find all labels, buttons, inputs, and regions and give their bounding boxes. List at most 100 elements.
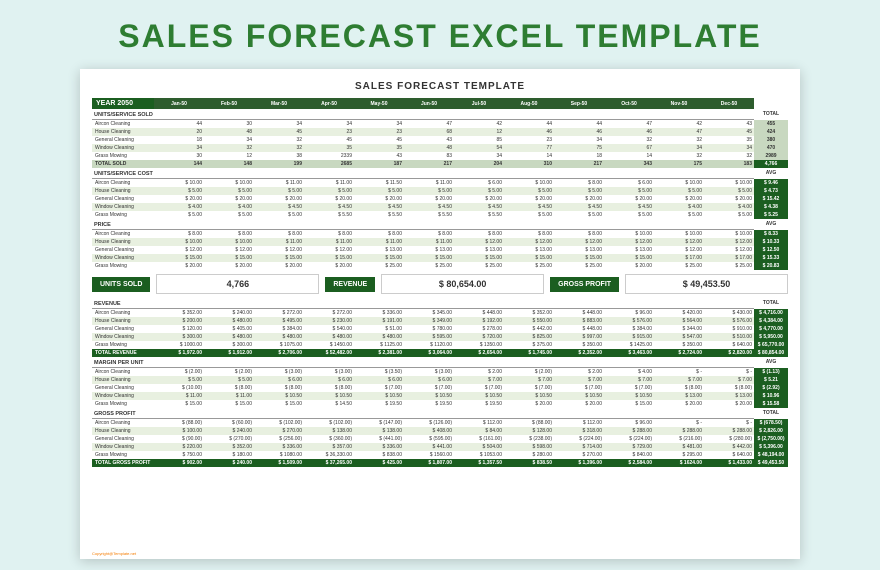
data-cell: $ 15.00 xyxy=(604,254,654,262)
data-cell: $ 15.00 xyxy=(254,400,304,408)
data-cell: $ 8.00 xyxy=(304,230,354,239)
data-cell: $ (8.00) xyxy=(704,384,754,392)
data-cell: 42 xyxy=(654,120,704,129)
data-cell: $ 5.00 xyxy=(304,187,354,195)
total-row-label: TOTAL GROSS PROFIT xyxy=(92,459,154,467)
data-cell: $ 1125.00 xyxy=(354,341,404,349)
data-cell: $ 20.00 xyxy=(454,195,504,203)
data-cell: $ 4.00 xyxy=(204,203,254,211)
table-row: General Cleaning$ (10.00)$ (8.00)$ (8.00… xyxy=(92,384,788,392)
section-table: MARGIN PER UNITAVGAircon Cleaning$ (2.00… xyxy=(92,357,788,408)
side-header: AVG xyxy=(754,168,788,179)
data-cell: $ 12.00 xyxy=(204,246,254,254)
row-side-total: $ 48,194.00 xyxy=(754,451,788,459)
data-cell: $ 295.00 xyxy=(654,451,704,459)
data-cell: $ 8.00 xyxy=(404,230,454,239)
row-label: Aircon Cleaning xyxy=(92,230,154,239)
data-cell: $ 1080.00 xyxy=(254,451,304,459)
total-cell: $ 2,584.00 xyxy=(604,459,654,467)
data-cell: $ 10.00 xyxy=(154,179,204,188)
data-cell: $ 352.00 xyxy=(154,309,204,318)
data-cell: $ 15.00 xyxy=(404,254,454,262)
data-cell: 42 xyxy=(454,120,504,129)
data-cell: $ 640.00 xyxy=(704,451,754,459)
data-cell: $ 120.00 xyxy=(154,325,204,333)
total-cell: $ 3,064.00 xyxy=(404,349,454,357)
data-cell: 23 xyxy=(304,128,354,136)
kpi-bar: UNITS SOLD 4,766 REVENUE $ 80,654.00 GRO… xyxy=(92,274,788,294)
data-cell: $ 480.00 xyxy=(204,317,254,325)
data-cell: 32 xyxy=(654,152,704,160)
data-cell: $ 138.00 xyxy=(354,427,404,435)
data-cell: $ 270.00 xyxy=(554,451,604,459)
data-cell: $ 13.00 xyxy=(704,392,754,400)
data-cell: $ 272.00 xyxy=(304,309,354,318)
data-cell: $ 12.00 xyxy=(654,238,704,246)
data-cell: $ 318.00 xyxy=(554,427,604,435)
data-cell: $ (280.00) xyxy=(704,435,754,443)
data-cell: $ 420.00 xyxy=(654,309,704,318)
data-cell: $ 272.00 xyxy=(254,309,304,318)
total-cell: $ 2,381.00 xyxy=(354,349,404,357)
row-side-total: $ (2,750.00) xyxy=(754,435,788,443)
section-table: UNITS/SERVICE COSTAVGAircon Cleaning$ 10… xyxy=(92,168,788,219)
data-cell: $ 19.50 xyxy=(354,400,404,408)
month-hdr: Oct-50 xyxy=(604,98,654,109)
row-side-total: $ 4.73 xyxy=(754,187,788,195)
page-title: SALES FORECAST EXCEL TEMPLATE xyxy=(0,0,880,69)
data-cell: $ 15.00 xyxy=(154,400,204,408)
data-cell: $ 240.00 xyxy=(204,309,254,318)
data-cell: $ 345.00 xyxy=(404,309,454,318)
section-table: PRICEAVGAircon Cleaning$ 8.00$ 8.00$ 8.0… xyxy=(92,219,788,270)
data-cell: $ 11.00 xyxy=(154,392,204,400)
data-cell: 34 xyxy=(254,120,304,129)
data-cell: $ 5.00 xyxy=(204,211,254,219)
data-cell: $ 15.00 xyxy=(154,254,204,262)
row-side-total: $ (678.50) xyxy=(754,419,788,428)
data-cell: $ 6.00 xyxy=(604,179,654,188)
data-cell: $ 7.00 xyxy=(504,376,554,384)
total-cell: 148 xyxy=(204,160,254,168)
side-header: AVG xyxy=(754,219,788,230)
data-cell: $ 138.00 xyxy=(304,427,354,435)
data-cell: 43 xyxy=(354,152,404,160)
total-cell: 175 xyxy=(654,160,704,168)
data-cell: $ (3.00) xyxy=(404,368,454,377)
data-cell: $ 5.00 xyxy=(604,187,654,195)
data-cell: $ 729.00 xyxy=(604,443,654,451)
data-cell: 32 xyxy=(654,136,704,144)
section-label: UNITS/SERVICE SOLD xyxy=(92,109,754,120)
data-cell: $ 13.00 xyxy=(654,392,704,400)
kpi-gp-val: $ 49,453.50 xyxy=(625,274,788,294)
data-cell: $ (360.00) xyxy=(304,435,354,443)
side-header: TOTAL xyxy=(754,408,788,419)
row-side-total: 2989 xyxy=(754,152,788,160)
kpi-gp-label: GROSS PROFIT xyxy=(550,277,619,292)
row-side-total: 380 xyxy=(754,136,788,144)
table-row: Aircon Cleaning$ (88.00)$ (60.00)$ (102.… xyxy=(92,419,788,428)
data-cell: $ 10.00 xyxy=(654,230,704,239)
data-cell: $ (147.00) xyxy=(354,419,404,428)
data-cell: $ (7.00) xyxy=(554,384,604,392)
row-label: General Cleaning xyxy=(92,384,154,392)
side-header: TOTAL xyxy=(754,298,788,309)
data-cell: $ 11.00 xyxy=(304,238,354,246)
row-side-total: 455 xyxy=(754,120,788,129)
data-cell: 43 xyxy=(704,120,754,129)
data-cell: 45 xyxy=(354,136,404,144)
data-cell: $ 10.50 xyxy=(254,392,304,400)
data-cell: 34 xyxy=(204,136,254,144)
data-cell: $ 10.00 xyxy=(204,238,254,246)
data-cell: $ 838.00 xyxy=(354,451,404,459)
data-cell: $ 51.00 xyxy=(354,325,404,333)
table-row: Grass Mowing$ 20.00$ 20.00$ 20.00$ 20.00… xyxy=(92,262,788,270)
total-row: TOTAL REVENUE$ 1,972.00$ 1,912.00$ 2,706… xyxy=(92,349,788,357)
total-cell: 187 xyxy=(354,160,404,168)
data-cell: $ 11.00 xyxy=(204,392,254,400)
data-cell: $ 8.00 xyxy=(454,230,504,239)
data-cell: $ 4.50 xyxy=(454,203,504,211)
data-cell: $ 408.00 xyxy=(404,427,454,435)
row-side-total: $ (1.13) xyxy=(754,368,788,377)
data-cell: 34 xyxy=(354,120,404,129)
year-cell: YEAR 2050 xyxy=(92,98,154,109)
